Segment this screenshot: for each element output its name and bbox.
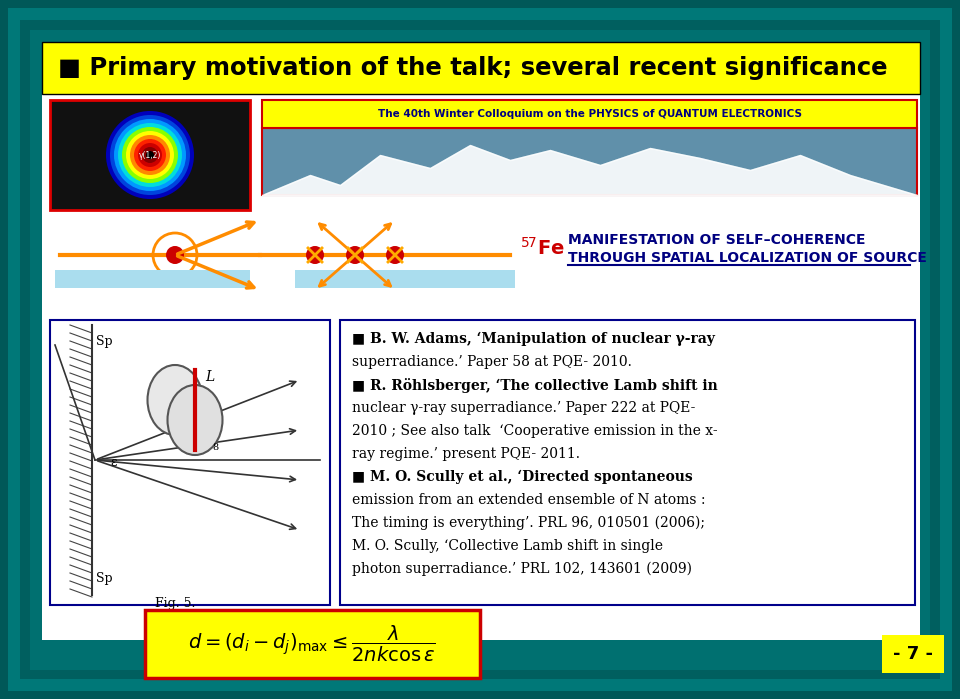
Circle shape bbox=[386, 246, 404, 264]
Text: 2010 ; See also talk  ‘Cooperative emission in the x-: 2010 ; See also talk ‘Cooperative emissi… bbox=[352, 424, 718, 438]
Circle shape bbox=[114, 119, 186, 191]
Bar bbox=[262, 128, 917, 195]
Text: Sp: Sp bbox=[96, 335, 112, 348]
Ellipse shape bbox=[148, 365, 203, 435]
Bar bbox=[55, 270, 250, 288]
Circle shape bbox=[126, 131, 174, 179]
Text: M. O. Scully, ‘Collective Lamb shift in single: M. O. Scully, ‘Collective Lamb shift in … bbox=[352, 539, 663, 553]
Circle shape bbox=[130, 135, 170, 175]
Text: The timing is everything’. PRL 96, 010501 (2006);: The timing is everything’. PRL 96, 01050… bbox=[352, 516, 705, 531]
Circle shape bbox=[166, 246, 184, 264]
Text: γ(1,2): γ(1,2) bbox=[139, 150, 161, 159]
Text: $^{57}$Fe: $^{57}$Fe bbox=[520, 237, 564, 259]
Text: ■ M. O. Scully et al., ‘Directed spontaneous: ■ M. O. Scully et al., ‘Directed spontan… bbox=[352, 470, 693, 484]
Circle shape bbox=[142, 147, 158, 163]
Text: superradiance.’ Paper 58 at PQE- 2010.: superradiance.’ Paper 58 at PQE- 2010. bbox=[352, 355, 632, 369]
Text: ■ Primary motivation of the talk; several recent significance: ■ Primary motivation of the talk; severa… bbox=[58, 56, 887, 80]
Text: $d = (d_i - d_j)_{\mathrm{max}} \leq \dfrac{\lambda}{2nk\cos\varepsilon}$: $d = (d_i - d_j)_{\mathrm{max}} \leq \df… bbox=[188, 624, 436, 664]
Text: THROUGH SPATIAL LOCALIZATION OF SOURCE: THROUGH SPATIAL LOCALIZATION OF SOURCE bbox=[568, 251, 926, 265]
Circle shape bbox=[134, 139, 166, 171]
Circle shape bbox=[146, 151, 154, 159]
Bar bbox=[50, 100, 250, 210]
Circle shape bbox=[118, 123, 182, 187]
Text: The 40th Winter Colloquium on the PHYSICS of QUANTUM ELECTRONICS: The 40th Winter Colloquium on the PHYSIC… bbox=[378, 109, 802, 119]
Text: L: L bbox=[205, 370, 214, 384]
Bar bbox=[42, 42, 920, 94]
Bar bbox=[262, 100, 917, 195]
Text: Sp: Sp bbox=[96, 572, 112, 585]
Circle shape bbox=[122, 127, 178, 183]
Text: emission from an extended ensemble of N atoms :: emission from an extended ensemble of N … bbox=[352, 493, 706, 507]
Text: Fig. 5.: Fig. 5. bbox=[155, 597, 196, 610]
Text: ε: ε bbox=[110, 456, 116, 468]
Bar bbox=[145, 610, 480, 678]
Text: ray regime.’ present PQE- 2011.: ray regime.’ present PQE- 2011. bbox=[352, 447, 580, 461]
Bar bbox=[42, 95, 920, 640]
Text: ■ R. Röhlsberger, ‘The collective Lamb shift in: ■ R. Röhlsberger, ‘The collective Lamb s… bbox=[352, 378, 718, 393]
Text: nuclear γ-ray superradiance.’ Paper 222 at PQE-: nuclear γ-ray superradiance.’ Paper 222 … bbox=[352, 401, 695, 415]
Text: ■ B. W. Adams, ‘Manipulation of nuclear γ-ray: ■ B. W. Adams, ‘Manipulation of nuclear … bbox=[352, 332, 715, 346]
Text: - 7 -: - 7 - bbox=[893, 645, 933, 663]
Text: photon superradiance.’ PRL 102, 143601 (2009): photon superradiance.’ PRL 102, 143601 (… bbox=[352, 562, 692, 577]
Bar bbox=[340, 320, 915, 605]
Circle shape bbox=[110, 115, 190, 195]
Circle shape bbox=[346, 246, 364, 264]
Ellipse shape bbox=[167, 385, 223, 455]
Text: MANIFESTATION OF SELF–COHERENCE: MANIFESTATION OF SELF–COHERENCE bbox=[568, 233, 866, 247]
Bar bbox=[262, 100, 917, 128]
Bar bbox=[295, 270, 515, 288]
Bar bbox=[50, 320, 330, 605]
Text: 8: 8 bbox=[212, 443, 218, 452]
Circle shape bbox=[306, 246, 324, 264]
Circle shape bbox=[106, 111, 194, 199]
Circle shape bbox=[138, 143, 162, 167]
Bar bbox=[882, 635, 944, 673]
